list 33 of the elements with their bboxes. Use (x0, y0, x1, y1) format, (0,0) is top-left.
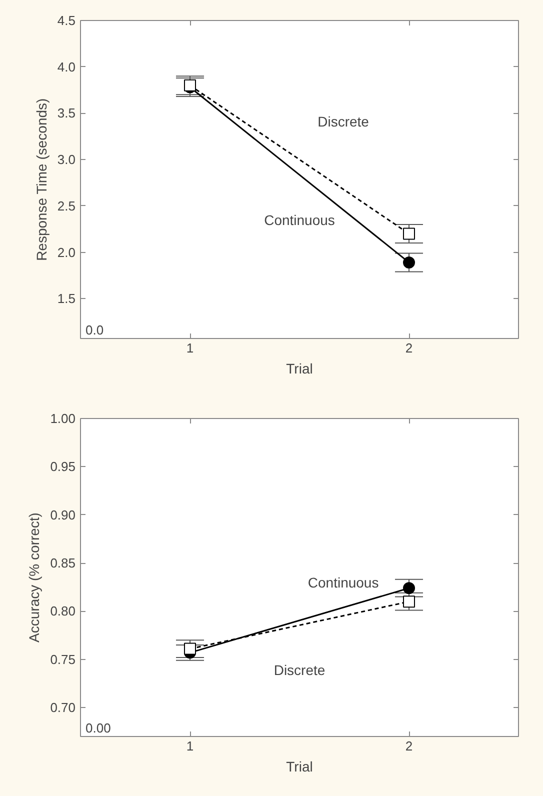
y-tick-label: 1.5 (57, 291, 76, 306)
y-axis-title: Response Time (seconds) (33, 98, 50, 261)
y-tick-label: 0.85 (50, 556, 76, 571)
y-tick-label: 4.0 (57, 59, 76, 74)
series-label: Continuous (264, 212, 335, 228)
y-tick-label: 3.0 (57, 152, 76, 168)
y-tick-label: 0.70 (50, 700, 76, 716)
annotation: 0.00 (86, 720, 111, 736)
text: Discrete (274, 662, 326, 678)
series-label: Continuous (308, 574, 379, 590)
y-tick-label: 2.0 (57, 244, 76, 260)
y-tick-label: 3.5 (57, 106, 76, 121)
y-tick-label: 4.5 (57, 13, 76, 28)
text: Discrete (318, 114, 370, 130)
x-tick-label: 1 (186, 340, 194, 356)
x-axis-title: Trial (286, 360, 313, 376)
y-tick-label: 0.95 (50, 459, 76, 474)
point (184, 642, 196, 655)
x-tick-label: 2 (405, 738, 413, 754)
point (403, 582, 415, 594)
y-tick-label: 2.5 (57, 198, 76, 214)
point (403, 256, 415, 268)
y-axis-title: Accuracy (% correct) (26, 512, 42, 642)
y-tick-label: 1.00 (50, 411, 76, 426)
point (403, 228, 415, 240)
y-tick-label: 0.75 (50, 652, 76, 667)
x-axis-title: Trial (286, 758, 313, 774)
x-tick-label: 1 (186, 738, 194, 754)
point (403, 596, 415, 608)
y-tick-label: 0.90 (50, 507, 76, 522)
y-tick-label: 0.80 (50, 604, 76, 619)
annotation: 0.0 (86, 322, 104, 338)
x-tick-label: 2 (405, 340, 413, 356)
